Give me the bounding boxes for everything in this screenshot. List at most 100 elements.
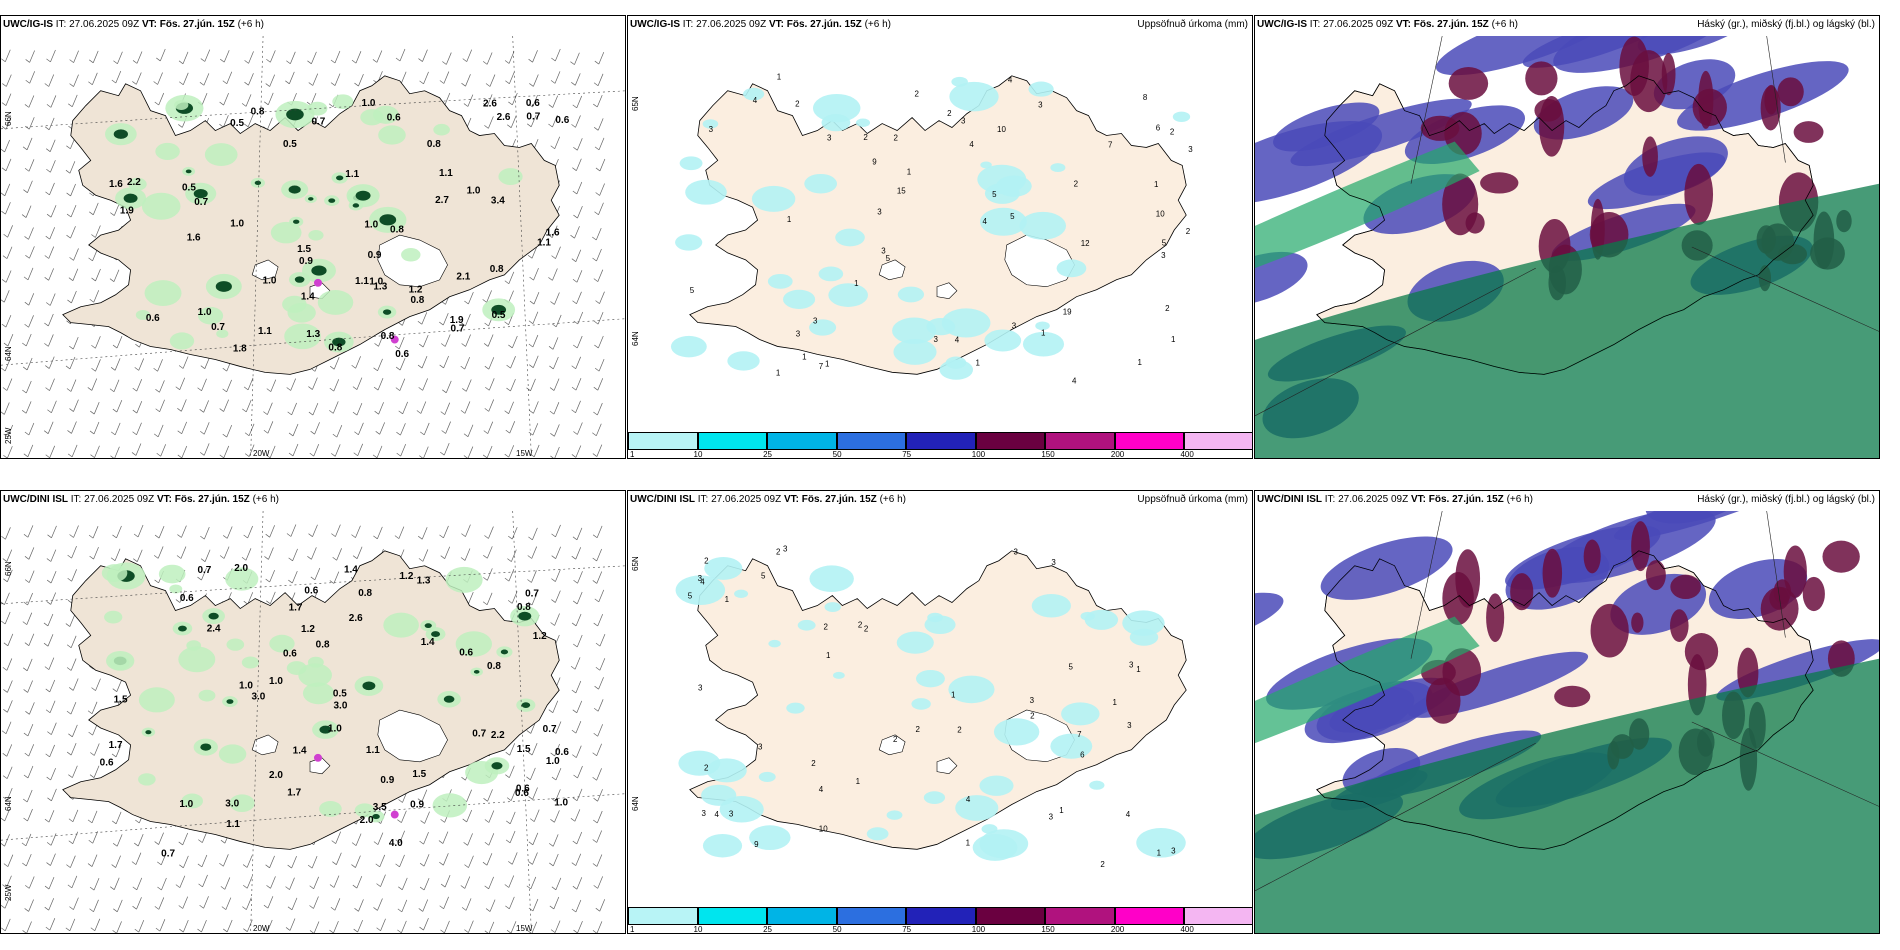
wind-barb xyxy=(504,884,509,888)
accum-areas xyxy=(670,76,1191,380)
wind-barb xyxy=(244,81,249,86)
wind-barb xyxy=(265,578,270,583)
accum-value: 1 xyxy=(951,690,956,699)
accum-value: 2 xyxy=(811,759,816,768)
wind-barb xyxy=(93,765,100,778)
wind-barb xyxy=(155,408,160,413)
precip-value: 1.9 xyxy=(120,205,134,216)
wind-barb xyxy=(182,51,189,64)
wind-barb xyxy=(93,421,100,435)
accum-value: 10 xyxy=(997,125,1006,134)
wind-barb xyxy=(28,422,35,436)
wind-barb xyxy=(177,454,183,458)
wind-barb xyxy=(572,754,577,758)
wind-barb xyxy=(247,592,254,605)
wind-barb xyxy=(592,257,597,262)
wind-barb xyxy=(289,71,295,84)
wind-barb xyxy=(50,549,57,562)
wind-barb xyxy=(71,290,77,304)
wind-barb xyxy=(248,73,254,86)
wind-barb xyxy=(330,82,336,86)
accum-value: 1 xyxy=(1041,328,1046,337)
wind-barb xyxy=(329,580,335,584)
wind-barb xyxy=(46,104,52,108)
accum-value: 10 xyxy=(1156,209,1165,218)
wind-barb xyxy=(373,907,378,911)
wind-barb xyxy=(246,897,252,910)
valid-time: Fös. 27.jún. 15Z xyxy=(1413,19,1489,30)
wind-barb xyxy=(47,613,54,627)
wind-barb xyxy=(70,635,77,648)
accum-value: 3 xyxy=(813,317,818,326)
wind-barb xyxy=(6,875,12,888)
wind-barb xyxy=(263,928,268,933)
accum-area xyxy=(1089,780,1105,790)
wind-barb xyxy=(71,94,78,107)
wind-barb xyxy=(504,453,509,458)
wind-barb xyxy=(5,527,11,540)
wind-barb xyxy=(463,455,468,458)
wind-barb xyxy=(553,356,559,370)
wind-barb xyxy=(43,430,49,434)
wind-barb xyxy=(333,379,340,392)
wind-barb xyxy=(22,621,28,625)
precip-area xyxy=(155,142,180,160)
precip-area xyxy=(241,656,260,669)
precip-value: 2.1 xyxy=(456,272,470,283)
wind-barb xyxy=(443,71,450,84)
wind-barb xyxy=(66,213,72,218)
precip-area xyxy=(308,229,324,241)
wind-barb xyxy=(401,899,408,913)
accum-value: 5 xyxy=(690,286,695,295)
precip-value: 1.5 xyxy=(297,244,311,255)
colorbar-swatch xyxy=(767,432,837,450)
precip-value: 0.7 xyxy=(472,729,486,740)
wind-barb xyxy=(159,919,166,932)
accum-value: 1 xyxy=(1138,358,1143,367)
wind-barb xyxy=(287,411,292,416)
mid-cloud-area xyxy=(1420,115,1460,141)
accum-values: 5121213457531105329321468433213241219157… xyxy=(690,73,1194,386)
wind-barb xyxy=(95,359,101,372)
wind-barb xyxy=(67,599,73,604)
precip-value: 0.9 xyxy=(368,250,382,261)
wind-barb xyxy=(554,292,560,305)
precip-value: 1.9 xyxy=(450,315,464,326)
wind-barb xyxy=(266,59,271,63)
colorbar-swatch xyxy=(1184,432,1252,450)
accum-value: 3 xyxy=(729,810,734,819)
wind-barb xyxy=(136,51,143,64)
wind-barb xyxy=(573,214,578,219)
wind-barb xyxy=(527,601,533,606)
wind-barb xyxy=(574,657,581,670)
wind-barb xyxy=(29,246,35,259)
wind-barb xyxy=(70,855,76,868)
accum-area xyxy=(979,829,1029,859)
wind-barb xyxy=(551,599,556,603)
wind-barb xyxy=(48,356,55,369)
wind-barb xyxy=(399,378,406,391)
wind-barb xyxy=(332,401,339,414)
wind-barb xyxy=(159,399,165,412)
wind-barb xyxy=(243,386,249,391)
precip-core xyxy=(308,197,314,201)
wind-barb xyxy=(574,73,581,86)
accum-value: 2 xyxy=(1030,711,1035,720)
wind-barb xyxy=(511,852,518,865)
panel-igis-accum: UWC/IG-IS IT: 27.06.2025 09Z VT: Fös. 27… xyxy=(627,15,1253,459)
wind-barb xyxy=(444,920,450,933)
wind-barb xyxy=(50,49,56,63)
wind-barb xyxy=(465,74,471,87)
wind-barb xyxy=(2,667,8,671)
wind-barb xyxy=(484,885,489,890)
precip-value: 1.0 xyxy=(179,799,193,810)
wind-barb xyxy=(46,213,52,218)
wind-barb xyxy=(153,433,159,438)
precip-value: 0.8 xyxy=(517,602,531,613)
precip-value: 1.0 xyxy=(263,276,277,287)
wind-barb xyxy=(5,158,12,171)
wind-barb xyxy=(533,444,540,458)
wind-barb xyxy=(219,862,224,867)
wind-barb xyxy=(439,364,444,369)
wind-barb xyxy=(468,291,474,305)
